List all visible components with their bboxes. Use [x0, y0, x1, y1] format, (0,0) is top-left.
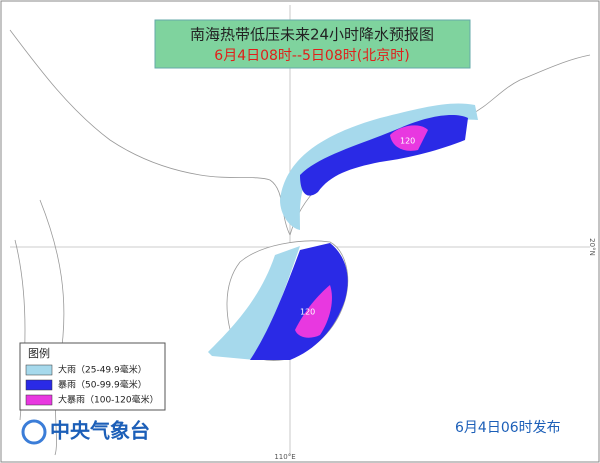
legend-label: 大雨（25-49.9毫米）: [58, 364, 147, 376]
lat-label: 20°N: [588, 238, 596, 256]
rain-area: [208, 246, 300, 360]
title: 南海热带低压未来24小时降水预报图: [190, 26, 434, 44]
rain-area: [295, 285, 332, 338]
lon-label: 110°E: [274, 453, 295, 461]
rain-area: [300, 115, 468, 196]
map-label: 120: [400, 137, 415, 146]
agency: 中央气象台: [50, 419, 150, 443]
issued-time: 6月4日06时发布: [455, 420, 561, 436]
legend-label: 暴雨（50-99.9毫米）: [58, 379, 147, 391]
legend-items: 大雨（25-49.9毫米） 暴雨（50-99.9毫米） 大暴雨（100-120毫米）: [25, 364, 159, 406]
legend-title: 图例: [28, 346, 50, 360]
legend-swatch: [25, 364, 53, 376]
legend-label: 大暴雨（100-120毫米）: [58, 394, 159, 406]
logo: [21, 419, 47, 445]
subtitle: 6月4日08时--5日08时(北京时): [214, 48, 409, 64]
rain-area: [390, 125, 428, 151]
legend-swatch: [25, 379, 53, 391]
rain-area: [250, 243, 348, 360]
map-label: 120: [300, 308, 315, 317]
legend-swatch: [25, 394, 53, 406]
title-box: [154, 19, 471, 69]
